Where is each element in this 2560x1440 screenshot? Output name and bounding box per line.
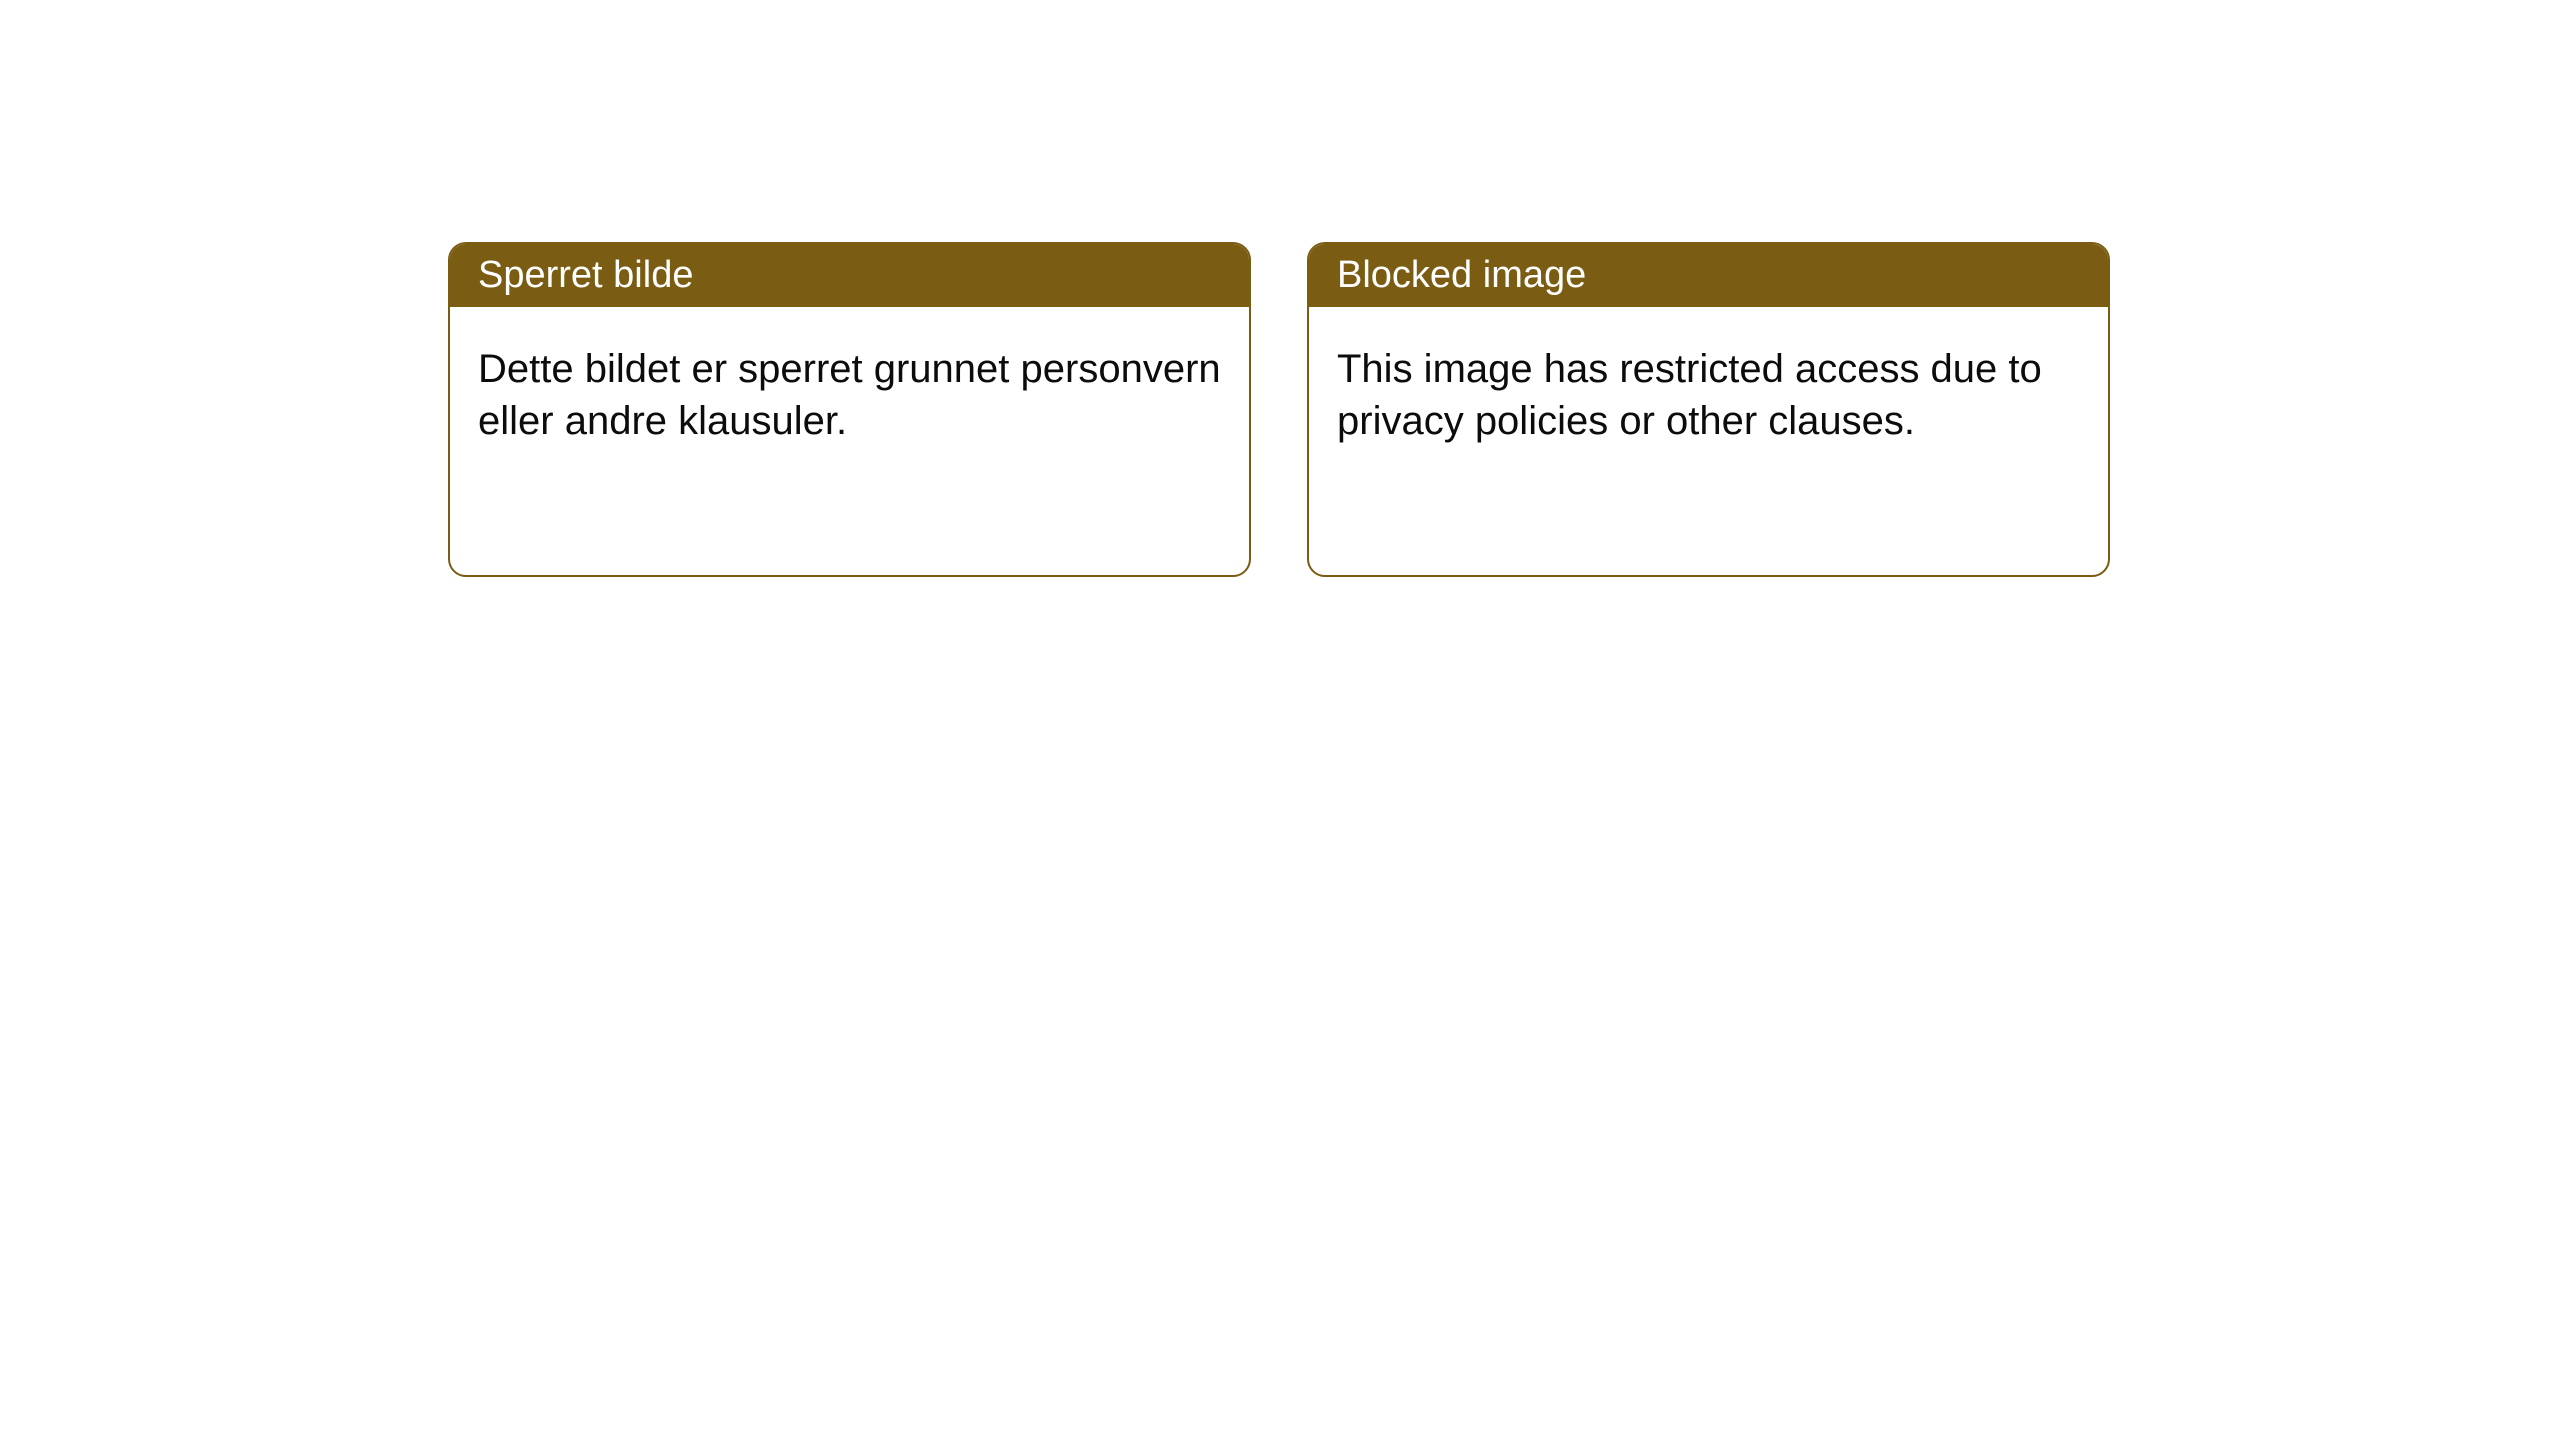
blocked-image-card-en: Blocked image This image has restricted … — [1307, 242, 2110, 577]
notice-cards-container: Sperret bilde Dette bildet er sperret gr… — [0, 0, 2560, 577]
card-body-no: Dette bildet er sperret grunnet personve… — [450, 307, 1249, 483]
card-body-en: This image has restricted access due to … — [1309, 307, 2108, 483]
card-title-en: Blocked image — [1309, 244, 2108, 307]
card-title-no: Sperret bilde — [450, 244, 1249, 307]
blocked-image-card-no: Sperret bilde Dette bildet er sperret gr… — [448, 242, 1251, 577]
